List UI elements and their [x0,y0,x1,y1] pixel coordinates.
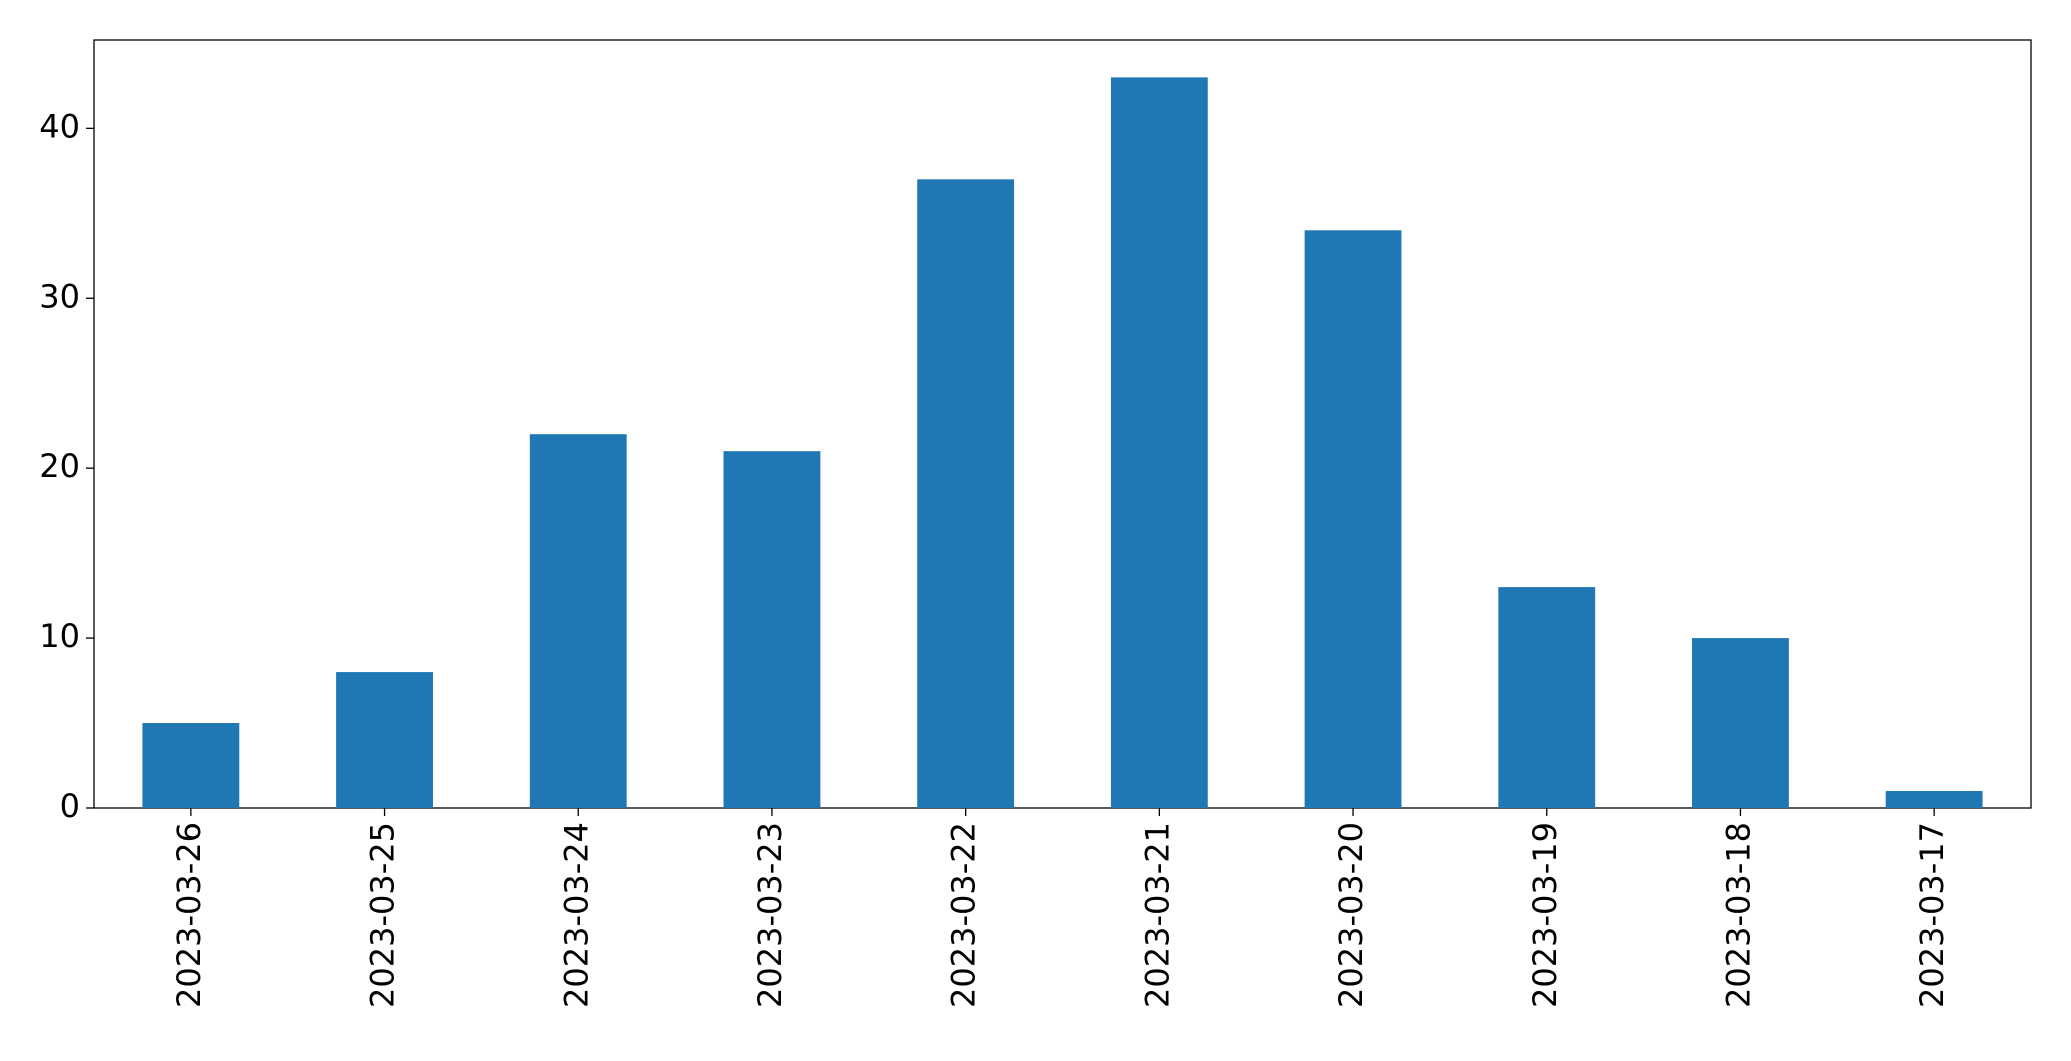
y-tick-label: 0 [60,787,80,825]
plot-frame [93,39,2032,809]
x-tick-label: 2023-03-24 [557,822,595,1008]
bar [1498,587,1596,808]
bar [1304,230,1402,808]
y-tick-label: 10 [39,617,80,655]
x-tick-label: 2023-03-17 [1913,822,1951,1008]
x-tick-label: 2023-03-20 [1332,822,1370,1008]
y-tick-label: 20 [39,447,80,485]
y-tick-label: 30 [39,277,80,315]
x-tick-label: 2023-03-19 [1526,822,1564,1008]
y-tick-label: 40 [39,107,80,145]
bar [1885,791,1983,808]
bar [142,723,240,808]
bar [1692,638,1789,808]
x-tick-label: 2023-03-25 [364,822,402,1008]
x-tick-label: 2023-03-21 [1138,822,1176,1008]
x-tick-label: 2023-03-23 [751,822,789,1008]
x-tick-label: 2023-03-26 [170,822,208,1008]
bar [723,451,821,808]
bar [336,672,433,808]
bar [1110,77,1208,808]
bar [917,179,1015,808]
bar [529,434,627,808]
x-tick-label: 2023-03-18 [1719,822,1757,1008]
x-tick-label: 2023-03-22 [945,822,983,1008]
